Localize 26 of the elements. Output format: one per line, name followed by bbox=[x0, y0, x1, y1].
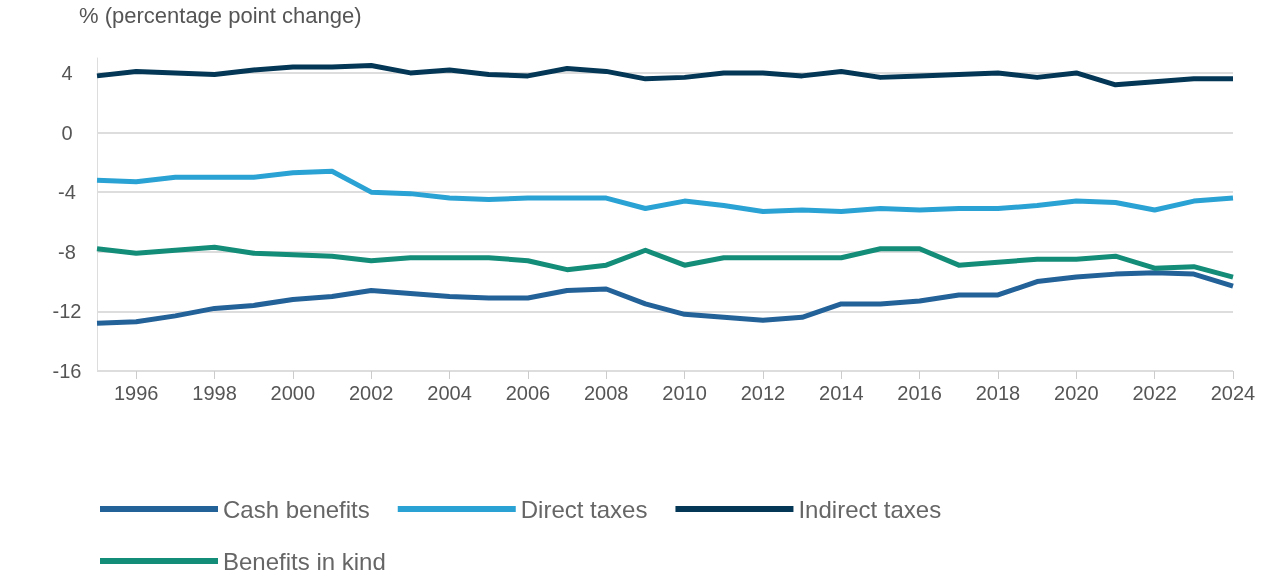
x-tick-label: 2018 bbox=[975, 382, 1021, 404]
x-tick-label: 2002 bbox=[348, 382, 394, 404]
x-tick-label: 2024 bbox=[1210, 382, 1256, 404]
x-tick-label: 1996 bbox=[113, 382, 159, 404]
y-axis-title: % (percentage point change) bbox=[79, 2, 362, 28]
y-tick-label: 0 bbox=[61, 121, 73, 144]
y-tick-label: -12 bbox=[52, 300, 82, 323]
x-tick-label: 2004 bbox=[427, 382, 472, 404]
x-tick-label: 2012 bbox=[740, 382, 786, 404]
x-tick-label: 2010 bbox=[662, 382, 707, 404]
legend-label: Benefits in kind bbox=[223, 547, 386, 575]
legend-label: Indirect taxes bbox=[798, 495, 942, 523]
x-tick-label: 2000 bbox=[270, 382, 316, 404]
y-tick-label: -8 bbox=[58, 240, 76, 263]
y-tick-label: 4 bbox=[61, 61, 73, 84]
x-tick-label: 2020 bbox=[1054, 382, 1099, 404]
legend-label: Cash benefits bbox=[223, 495, 370, 523]
legend-label: Direct taxes bbox=[520, 495, 648, 523]
x-tick-label: 2014 bbox=[819, 382, 864, 404]
x-tick-label: 2008 bbox=[583, 382, 629, 404]
y-tick-label: -16 bbox=[52, 360, 82, 382]
x-tick-label: 1998 bbox=[192, 382, 237, 404]
x-tick-label: 2022 bbox=[1132, 382, 1177, 404]
x-tick-label: 2006 bbox=[505, 382, 551, 404]
y-tick-label: -4 bbox=[58, 181, 76, 204]
x-tick-label: 2016 bbox=[897, 382, 942, 404]
